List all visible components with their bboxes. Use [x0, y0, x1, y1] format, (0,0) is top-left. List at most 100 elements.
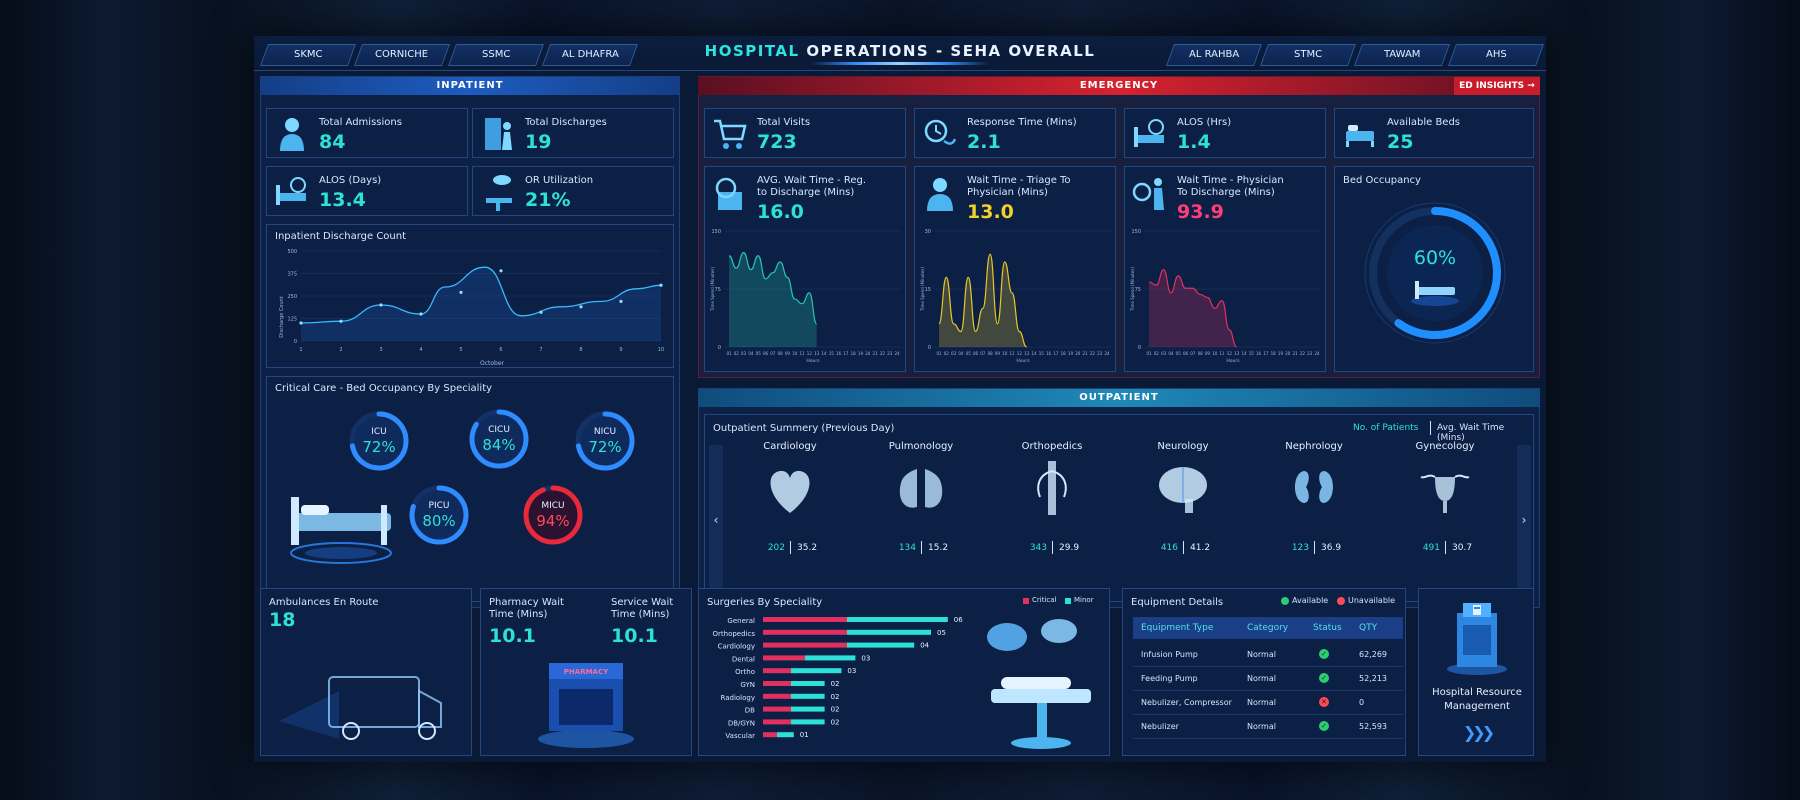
x-tick-label: 02 — [944, 351, 950, 356]
critical-care-card: Critical Care - Bed Occupancy By Special… — [266, 376, 674, 602]
surgery-value-label: 01 — [800, 731, 809, 739]
tab-al-dhafra[interactable]: AL DHAFRA — [541, 44, 639, 66]
x-tick-label: 11 — [1009, 351, 1015, 356]
speciality-item-cardiology[interactable]: Cardiology 202 35.2 — [735, 441, 845, 597]
x-tick-label: 01 — [1146, 351, 1152, 356]
data-point — [659, 283, 663, 287]
series-line — [300, 266, 662, 324]
toggle-avg-wait-time[interactable]: Avg. Wait Time (Mins) — [1437, 423, 1505, 443]
service-wait-value: 10.1 — [611, 625, 658, 647]
equipment-qty: 52,593 — [1359, 722, 1387, 731]
ambulance-illustration — [279, 651, 459, 747]
x-tick-label: 04 — [1168, 351, 1174, 356]
legend-minor: Minor — [1074, 596, 1094, 604]
x-tick-label: 6 — [499, 347, 502, 353]
tab-skmc[interactable]: SKMC — [259, 44, 357, 66]
speciality-name: Nephrology — [1285, 441, 1343, 452]
x-tick-label: 24 — [1104, 351, 1110, 356]
critical-bar — [763, 706, 791, 712]
tab-tawam[interactable]: TAWAM — [1353, 44, 1451, 66]
col-status: Status — [1313, 623, 1342, 633]
surgeries-bar-chart: General 06 Orthopedics 05 Cardiology 04 Dental… — [713, 616, 964, 740]
ambulances-label: Ambulances En Route — [269, 597, 379, 608]
available-status-icon: ✓ — [1319, 721, 1329, 731]
kpi-value: 21% — [525, 189, 571, 211]
x-tick-label: 8 — [579, 347, 582, 353]
heart-icon — [760, 457, 820, 521]
emergency-header: EMERGENCY — [698, 77, 1540, 95]
kpi-available-beds: Available Beds 25 — [1334, 108, 1534, 158]
table-row[interactable]: Nebulizer, Compressor Normal ✕ 0 — [1133, 691, 1403, 715]
bed-occupancy-card: Bed Occupancy 60% — [1334, 166, 1534, 372]
tab-ssmc[interactable]: SSMC — [447, 44, 545, 66]
tab-stmc[interactable]: STMC — [1259, 44, 1357, 66]
series-line — [938, 253, 1027, 348]
outpatient-header: OUTPATIENT — [698, 389, 1540, 407]
y-tick-max: 30 — [925, 229, 931, 235]
ring-gauge-nicu — [575, 411, 635, 471]
x-tick-label: 14 — [1241, 351, 1247, 356]
critical-bar — [763, 693, 791, 699]
equipment-qty: 62,269 — [1359, 650, 1387, 659]
series-line — [728, 252, 818, 325]
equipment-type: Feeding Pump — [1141, 674, 1198, 683]
wait-value: 13.0 — [967, 201, 1014, 223]
x-tick-label: 05 — [756, 351, 762, 356]
wait-label-line1: Wait Time - Physician — [1177, 175, 1284, 186]
clock-box-icon — [711, 175, 749, 213]
equipment-type: Nebulizer, Compressor — [1141, 698, 1232, 707]
surgery-category-label: Orthopedics — [713, 630, 756, 638]
series-area — [301, 267, 661, 341]
carousel-next-button[interactable]: › — [1517, 445, 1531, 595]
toggle-no-of-patients[interactable]: No. of Patients — [1353, 423, 1419, 433]
wait-time-chart: 150 75 0 Time Spend (Minutes) 01 02 03 04 05 06 07… — [710, 229, 901, 364]
surgery-category-label: Cardiology — [718, 643, 755, 651]
ed-insights-button[interactable]: ED INSIGHTS → — [1454, 77, 1540, 95]
x-tick-label: 11 — [1219, 351, 1225, 356]
speciality-item-gynecology[interactable]: Gynecology 491 30.7 — [1390, 441, 1500, 597]
kpi-alos-days: ALOS (Days) 13.4 — [266, 166, 468, 216]
x-tick-label: 24 — [894, 351, 900, 356]
x-tick-label: 19 — [858, 351, 864, 356]
ring-gauge-cicu — [469, 409, 529, 469]
wait-label-line2: To Discharge (Mins) — [1177, 187, 1275, 198]
hospital-building-icon — [1443, 601, 1511, 677]
hospital-resource-card[interactable]: Hospital Resource Management ❯❯❯ — [1418, 588, 1534, 756]
equipment-table-header: Equipment Type Category Status QTY — [1133, 617, 1403, 639]
table-row[interactable]: Infusion Pump Normal ✓ 62,269 — [1133, 643, 1403, 667]
tab-ahs[interactable]: AHS — [1447, 44, 1545, 66]
kpi-total-visits: Total Visits 723 — [704, 108, 906, 158]
equipment-category: Normal — [1247, 722, 1276, 731]
surgeries-title: Surgeries By Speciality — [707, 597, 823, 608]
gauge-fill — [1369, 207, 1501, 339]
service-wait-label-line2: Time (Mins) — [611, 609, 670, 620]
surgery-category-label: DB/GYN — [728, 719, 755, 727]
wait-card-physician-discharge: Wait Time - Physician To Discharge (Mins… — [1124, 166, 1326, 372]
speciality-item-nephrology[interactable]: Nephrology 123 36.9 — [1259, 441, 1369, 597]
wait-value: 16.0 — [757, 201, 804, 223]
count-divider — [921, 541, 922, 554]
table-row[interactable]: Nebulizer Normal ✓ 52,593 — [1133, 715, 1403, 739]
kpi-value: 84 — [319, 131, 346, 153]
wait-label-line2: Physician (Mins) — [967, 187, 1048, 198]
count-divider — [790, 541, 791, 554]
equipment-qty: 0 — [1359, 698, 1365, 707]
surgery-value-label: 03 — [861, 654, 870, 662]
ring-gauge-icu — [349, 411, 409, 471]
tab-al-rahba[interactable]: AL RAHBA — [1165, 44, 1263, 66]
patient-count: 416 — [1160, 543, 1178, 553]
speciality-item-orthopedics[interactable]: Orthopedics 343 29.9 — [997, 441, 1107, 597]
minor-bar — [791, 719, 825, 725]
table-row[interactable]: Feeding Pump Normal ✓ 52,213 — [1133, 667, 1403, 691]
speciality-item-pulmonology[interactable]: Pulmonology 134 15.2 — [866, 441, 976, 597]
tab-corniche[interactable]: CORNICHE — [353, 44, 451, 66]
y-tick-label: 0 — [294, 339, 297, 345]
speciality-item-neurology[interactable]: Neurology 416 41.2 — [1128, 441, 1238, 597]
hospital-bed-illustration — [281, 477, 401, 567]
x-tick-label: 19 — [1278, 351, 1284, 356]
carousel-prev-button[interactable]: ‹ — [709, 445, 723, 595]
surgery-value-label: 03 — [847, 667, 856, 675]
resource-label-line1: Hospital Resource — [1432, 687, 1522, 698]
unavailable-legend-icon — [1337, 597, 1345, 605]
chevron-right-icon[interactable]: ❯❯❯ — [1462, 723, 1495, 742]
